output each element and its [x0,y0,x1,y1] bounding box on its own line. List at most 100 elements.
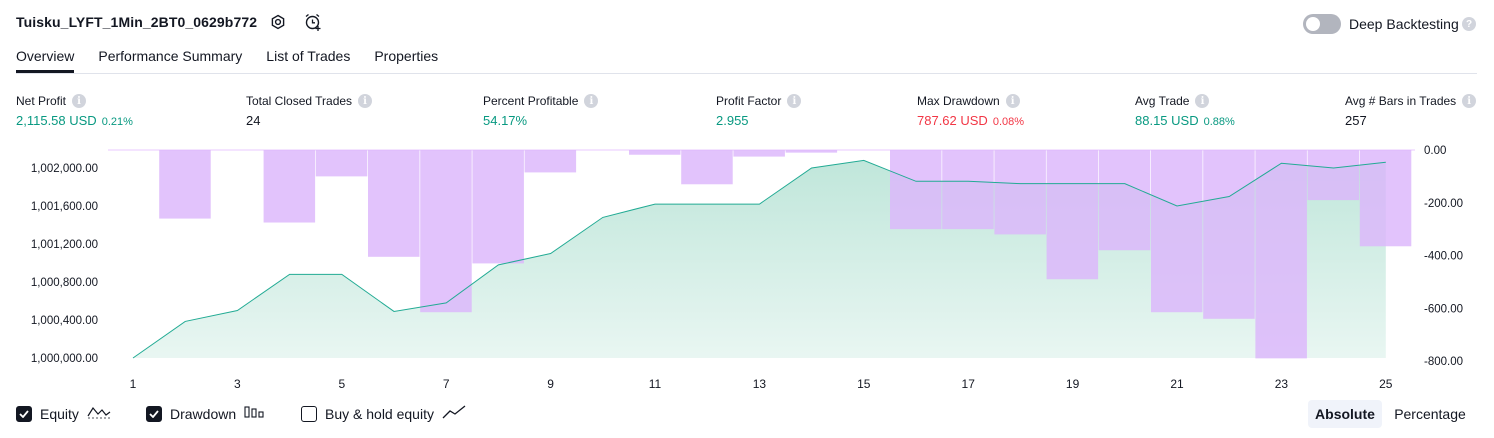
stat-net-profit: Net Profit i 2,115.58 USD 0.21% [16,94,133,128]
info-icon[interactable]: i [358,94,373,108]
drawdown-bar [785,150,838,153]
info-icon[interactable]: i [1195,94,1210,108]
stat-label: Percent Profitable [483,94,579,108]
stat-label: Max Drawdown [917,94,1000,108]
left-axis-tick-label: 1,000,800.00 [31,277,98,289]
stat-value: 787.62 USD [917,113,988,128]
drawdown-bar [1203,150,1255,319]
left-axis-tick-label: 1,002,000.00 [31,163,98,175]
equity-line [132,159,1386,359]
stat-value: 257 [1345,113,1367,128]
tab-bar: Overview Performance Summary List of Tra… [16,48,438,73]
stat-avg-trade: Avg Trade i 88.15 USD 0.88% [1135,94,1235,128]
buy-hold-checkbox[interactable] [301,405,317,422]
stat-percent-profitable: Percent Profitable i 54.17% [483,94,599,128]
drawdown-bar [942,150,994,230]
tab-divider [16,73,1477,74]
right-axis-tick-label: -400.00 [1424,251,1463,263]
stat-value: 2.955 [716,113,749,128]
buy-hold-legend-label: Buy & hold equity [325,405,434,422]
x-axis-tick-label: 1 [130,377,137,391]
stat-value: 2,115.58 USD [16,113,97,128]
strategy-title: Tuisku_LYFT_1Min_2BT0_0629b772 [16,14,258,30]
stat-avg-bars-in-trades: Avg # Bars in Trades i 257 [1345,94,1477,128]
right-axis-tick-label: -600.00 [1424,303,1463,315]
absolute-button[interactable]: Absolute [1308,400,1382,428]
drawdown-bar [159,150,211,219]
stat-label: Avg # Bars in Trades [1345,94,1457,108]
drawdown-bar [524,150,577,173]
info-icon[interactable]: i [72,94,87,108]
x-axis-tick-label: 7 [443,377,450,391]
tab-properties[interactable]: Properties [374,48,439,64]
drawdown-bar [472,150,524,264]
percentage-button[interactable]: Percentage [1394,406,1466,422]
info-icon[interactable]: i [1462,94,1477,108]
drawdown-bar [368,150,420,257]
drawdown-bar [1359,150,1412,247]
equity-checkbox[interactable] [16,405,32,422]
stat-label: Net Profit [16,94,67,108]
stat-subvalue: 0.08% [992,116,1025,128]
tab-list-of-trades[interactable]: List of Trades [266,48,351,64]
x-axis-tick-label: 21 [1170,377,1184,391]
info-icon[interactable]: i [787,94,802,108]
x-axis-tick-label: 23 [1275,377,1289,391]
x-axis-tick-label: 13 [753,377,767,391]
drawdown-bars-icon [244,404,266,423]
left-axis-tick-label: 1,001,200.00 [31,239,98,251]
tab-overview[interactable]: Overview [16,48,75,73]
stat-subvalue: 0.88% [1203,116,1235,128]
drawdown-bar [263,150,316,223]
stat-value: 24 [246,113,261,128]
drawdown-legend-label: Drawdown [170,405,237,422]
x-axis-tick-label: 11 [649,377,662,391]
x-axis-tick-label: 19 [1066,377,1080,391]
stat-subvalue: 0.21% [101,116,133,128]
drawdown-bar [420,150,472,313]
legend-buy-hold-equity[interactable]: Buy & hold equity [301,404,466,423]
drawdown-bar [681,150,733,185]
help-icon[interactable]: ? [1462,17,1476,31]
stat-value: 88.15 USD [1135,113,1199,128]
drawdown-bar [890,150,942,230]
x-axis-tick-label: 15 [857,377,871,391]
x-axis-tick-label: 3 [234,377,241,391]
x-axis-tick-label: 9 [547,377,554,391]
equity-legend-label: Equity [40,405,79,422]
stat-max-drawdown: Max Drawdown i 787.62 USD 0.08% [917,94,1024,128]
drawdown-bar [315,150,368,177]
left-axis-tick-label: 1,000,400.00 [31,315,98,327]
add-alert-icon[interactable] [303,12,323,32]
legend-equity[interactable]: Equity [16,404,111,423]
deep-backtesting-toggle[interactable] [1303,14,1341,34]
settings-icon[interactable] [268,12,288,32]
stat-label: Total Closed Trades [246,94,353,108]
left-axis-tick-label: 1,000,000.00 [31,353,98,365]
drawdown-bar [1098,150,1151,251]
stat-label: Profit Factor [716,94,782,108]
info-icon[interactable]: i [584,94,599,108]
stat-label: Avg Trade [1135,94,1190,108]
drawdown-bar [1151,150,1203,313]
x-axis-tick-label: 17 [962,377,976,391]
buy-hold-line-icon [442,404,466,423]
drawdown-bar [1255,150,1307,359]
tab-performance-summary[interactable]: Performance Summary [98,48,243,64]
drawdown-bar [1307,150,1360,201]
info-icon[interactable]: i [1005,94,1020,108]
drawdown-bar [629,150,681,155]
legend-drawdown[interactable]: Drawdown [146,404,266,423]
equity-line-icon [87,404,111,423]
stat-profit-factor: Profit Factor i 2.955 [716,94,802,128]
drawdown-bar [994,150,1046,235]
drawdown-checkbox[interactable] [146,405,162,422]
drawdown-bar [1046,150,1099,280]
x-axis-tick-label: 25 [1379,377,1393,391]
drawdown-bar [733,150,785,157]
stat-value: 54.17% [483,113,528,128]
x-axis-tick-label: 5 [338,377,345,391]
right-axis-tick-label: 0.00 [1424,145,1446,157]
equity-drawdown-chart: 1,000,000.00 1,000,400.00 1,000,800.00 1,00… [31,145,1463,391]
right-axis-tick-label: -200.00 [1424,198,1463,210]
